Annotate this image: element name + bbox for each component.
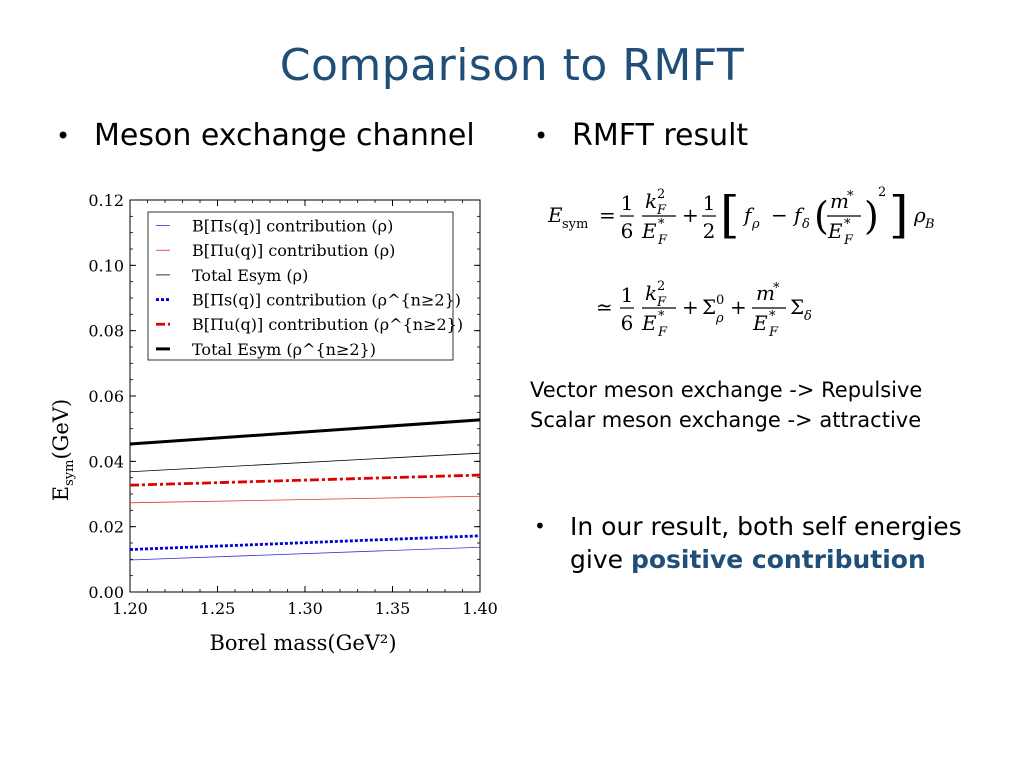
series-line-6 [129, 418, 481, 446]
formula-EF3-star: * [658, 309, 665, 324]
formula-rparen: ) [864, 194, 879, 238]
formula-num-1b: 1 [703, 191, 716, 215]
x-tick-label: 1.35 [375, 599, 411, 618]
formula-lhs-sub: sym [562, 217, 588, 232]
formula-m: m [830, 189, 849, 213]
bullet-dot: • [534, 514, 546, 538]
formula-kF2: k [645, 281, 657, 305]
formula-lhs: E [547, 203, 563, 227]
x-axis-label: Borel mass(GeV²) [209, 631, 396, 655]
formula-num-1c: 1 [621, 283, 634, 307]
legend-label-1: B[Πs(q)] contribution (ρ) [192, 217, 393, 236]
bullet-rmft-result-label: RMFT result [572, 118, 749, 153]
formula-sigma-rho-sup: 0 [716, 293, 724, 308]
legend-box [147, 211, 454, 361]
formula-f-rho-sub: ρ [751, 217, 760, 232]
formula-kF: k [645, 189, 657, 213]
y-tick-label: 0.08 [88, 322, 124, 341]
chart-legend: B[Πs(q)] contribution (ρ) B[Πu(q)] contri… [147, 211, 463, 361]
formula-den-6: 6 [621, 219, 634, 243]
bullet-dot: • [56, 122, 71, 150]
formula-paren-sq: 2 [878, 185, 886, 200]
slide-title: Comparison to RMFT [279, 40, 745, 91]
y-tick-label: 0.10 [88, 256, 124, 275]
x-tick-label: 1.20 [112, 599, 148, 618]
formula-EF2-sub: F [843, 233, 854, 248]
x-tick-label: 1.25 [200, 599, 236, 618]
series-line-2 [129, 495, 481, 504]
note-vector-meson: Vector meson exchange -> Repulsive [530, 378, 923, 402]
y-axis-label-unit: (GeV) [49, 399, 73, 460]
formula-m2-star: * [773, 281, 780, 296]
legend-label-4: B[Πs(q)] contribution (ρ^{n≥2}) [192, 291, 461, 310]
formula-num-1: 1 [621, 191, 634, 215]
formula-lbracket: [ [720, 186, 740, 244]
formula-EF2: E [827, 219, 843, 243]
formula-plus3: + [730, 295, 747, 319]
formula-EF-star: * [658, 217, 665, 232]
rmft-formula: E sym = 1 6 k 2 F E * F + 1 2 [ f ρ − f … [547, 185, 935, 340]
formula-rhoB: ρ [913, 203, 926, 227]
formula-eq: = [599, 203, 616, 227]
formula-approx: ≃ [596, 295, 613, 319]
formula-sigma-rho-sub: ρ [715, 311, 724, 326]
y-tick-label: 0.00 [88, 583, 124, 602]
formula-den-2: 2 [703, 219, 716, 243]
y-tick-label: 0.06 [88, 387, 124, 406]
formula-sigma-delta-sub: δ [804, 309, 812, 324]
series-line-1 [129, 546, 481, 561]
formula-EF4-star: * [769, 309, 776, 324]
formula-kF2-sub: F [656, 295, 667, 310]
formula-EF4-sub: F [768, 325, 779, 340]
legend-label-5: B[Πu(q)] contribution (ρ^{n≥2}) [192, 315, 463, 334]
y-axis-label-main: E [49, 486, 73, 501]
formula-plus2: + [682, 295, 699, 319]
formula-EF-sub: F [657, 233, 668, 248]
symmetry-energy-chart: 0.00 0.02 0.04 0.06 0.08 0.10 0.12 1.20 1.25 1.30… [49, 191, 498, 655]
note-scalar-meson: Scalar meson exchange -> attractive [530, 408, 922, 432]
conclusion-prefix: give [570, 545, 631, 574]
conclusion-line-1: In our result, both self energies [570, 512, 962, 541]
series-layer [129, 418, 481, 561]
y-tick-label: 0.04 [88, 452, 124, 471]
formula-sigma-rho: Σ [702, 295, 716, 319]
formula-EF3-sub: F [657, 325, 668, 340]
formula-kF2-sq: 2 [657, 279, 665, 294]
formula-rhoB-sub: B [924, 217, 935, 232]
formula-m-star: * [847, 189, 854, 204]
series-line-4 [129, 534, 481, 551]
y-axis-label-sub: sym [62, 460, 77, 486]
formula-EF3: E [641, 311, 657, 335]
x-tick-label: 1.30 [287, 599, 323, 618]
bullet-dot: • [534, 122, 549, 150]
conclusion-line-2: give positive contribution [570, 543, 926, 576]
formula-f-delta-sub: δ [802, 217, 810, 232]
conclusion-highlight: positive contribution [630, 545, 926, 574]
formula-den-6b: 6 [621, 311, 634, 335]
formula-kF-sub: F [656, 203, 667, 218]
formula-sigma-delta: Σ [790, 295, 804, 319]
bullet-meson-exchange-label: Meson exchange channel [94, 118, 475, 153]
y-tick-label: 0.02 [88, 518, 124, 537]
formula-rbracket: ] [889, 186, 909, 244]
formula-m2: m [756, 281, 775, 305]
formula-EF2-star: * [844, 217, 851, 232]
formula-EF: E [641, 219, 657, 243]
legend-label-6: Total Esym (ρ^{n≥2}) [192, 340, 376, 359]
y-tick-label: 0.12 [88, 191, 124, 210]
axis-ticks: 0.00 0.02 0.04 0.06 0.08 0.10 0.12 1.20 1.25 1.30… [88, 191, 497, 618]
formula-lparen: ( [814, 194, 829, 238]
y-axis-label: Esym(GeV) [49, 399, 77, 501]
formula-EF4: E [752, 311, 768, 335]
x-tick-label: 1.40 [462, 599, 498, 618]
series-line-5 [129, 473, 481, 487]
formula-plus: + [682, 203, 699, 227]
formula-minus: − [771, 203, 788, 227]
formula-kF-sq: 2 [657, 187, 665, 202]
legend-label-2: B[Πu(q)] contribution (ρ) [192, 241, 395, 260]
series-line-3 [129, 452, 481, 473]
legend-label-3: Total Esym (ρ) [192, 266, 308, 285]
